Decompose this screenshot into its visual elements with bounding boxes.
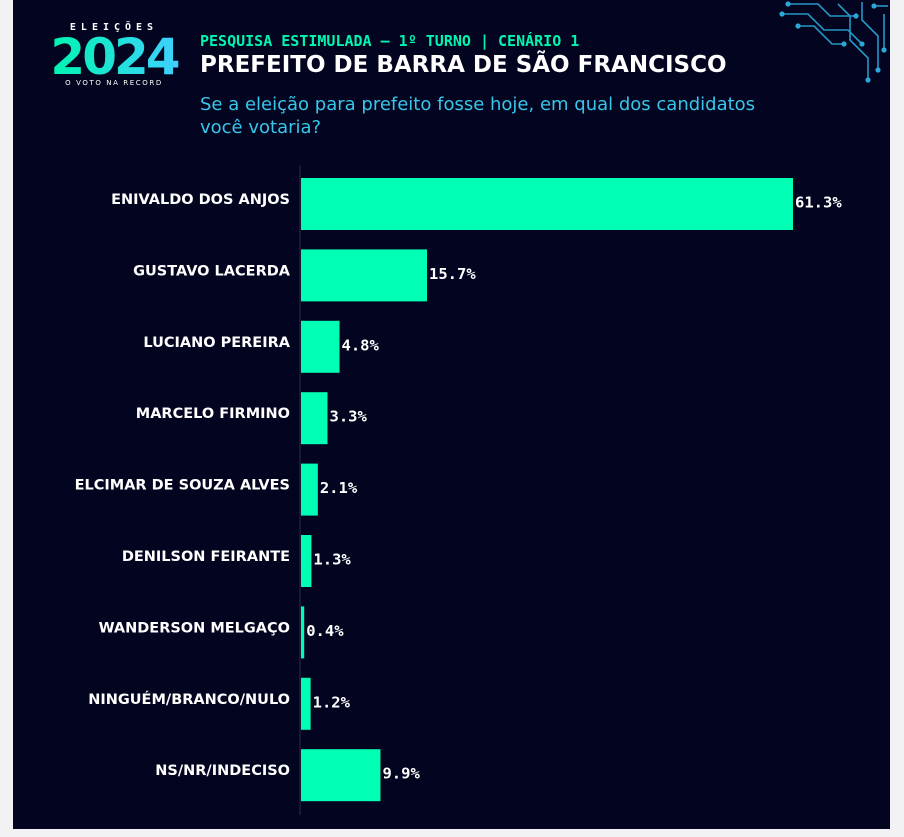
value-label-0: 61.3% <box>795 194 842 212</box>
category-label-1: GUSTAVO LACERDA <box>133 263 291 279</box>
survey-kicker: PESQUISA ESTIMULADA — 1º TURNO | CENÁRIO… <box>200 32 580 50</box>
survey-question: Se a eleição para prefeito fosse hoje, e… <box>200 94 756 138</box>
bar-7 <box>301 677 311 730</box>
logo-year-text: 2024 <box>50 33 178 77</box>
value-label-6: 0.4% <box>306 622 344 640</box>
bar-2 <box>301 320 340 373</box>
value-label-4: 2.1% <box>320 479 358 497</box>
bar-6 <box>301 606 305 659</box>
value-label-5: 1.3% <box>313 551 351 569</box>
category-label-7: NINGUÉM/BRANCO/NULO <box>88 691 290 708</box>
circuit-decoration-icon <box>779 1 888 83</box>
category-label-8: NS/NR/INDECISO <box>155 763 290 779</box>
bar-3 <box>301 392 328 445</box>
bar-0 <box>301 178 793 230</box>
logo-year-graphic: 2024 <box>50 33 181 77</box>
value-label-3: 3.3% <box>329 408 367 426</box>
category-label-4: ELCIMAR DE SOUZA ALVES <box>75 478 290 494</box>
category-label-6: WANDERSON MELGAÇO <box>99 620 290 636</box>
value-label-7: 1.2% <box>313 693 351 711</box>
value-label-1: 15.7% <box>429 265 476 283</box>
eleicoes-2024-logo: ELEIÇÕES 2024 O VOTO NA RECORD <box>44 22 184 90</box>
bar-8 <box>301 749 381 802</box>
category-label-0: ENIVALDO DOS ANJOS <box>111 192 290 208</box>
logo-bottom-text: O VOTO NA RECORD <box>65 79 163 87</box>
category-label-5: DENILSON FEIRANTE <box>122 549 290 565</box>
category-label-3: MARCELO FIRMINO <box>136 406 290 422</box>
value-label-2: 4.8% <box>342 336 380 354</box>
page-title: PREFEITO DE BARRA DE SÃO FRANCISCO <box>200 52 727 78</box>
bar-4 <box>301 463 318 516</box>
category-label-2: LUCIANO PEREIRA <box>143 335 290 351</box>
bar-1 <box>301 249 428 302</box>
logo-top-text: ELEIÇÕES <box>69 22 159 33</box>
bar-5 <box>301 535 312 587</box>
chart-panel: ELEIÇÕES 2024 O VOTO NA RECORD PESQUISA … <box>13 0 890 829</box>
value-label-8: 9.9% <box>382 765 420 783</box>
bar-chart: ENIVALDO DOS ANJOS 61.3% GUSTAVO LACERDA 15… <box>75 165 842 815</box>
